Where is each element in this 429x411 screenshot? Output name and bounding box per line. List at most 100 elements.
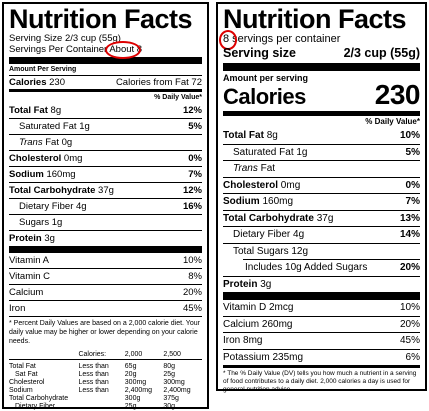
- left-nutrient-dv: 16%: [182, 201, 202, 212]
- right-nutrient-divider: [223, 275, 420, 277]
- right-nutrient-dv: 20%: [399, 262, 420, 273]
- right-nutrient-row: Dietary Fiber 4g 14%: [223, 227, 420, 243]
- left-vitamin-label: Calcium: [9, 287, 44, 298]
- right-nutrient-dv: 0%: [405, 179, 420, 191]
- left-footnote: * Percent Daily Values are based on a 2,…: [9, 320, 200, 345]
- right-vitamin-label: Iron: [223, 335, 241, 346]
- right-vitamin-dv: 45%: [399, 335, 420, 346]
- left-nutrient-divider: [9, 150, 202, 151]
- left-vitamin-row: Iron 45%: [9, 301, 202, 316]
- right-nutrient-row: Cholesterol 0mg 0%: [223, 178, 420, 194]
- right-servings-per-container: 8 servings per container: [219, 30, 420, 50]
- left-title: Nutrition Facts: [9, 4, 193, 34]
- right-vitamin-row: Potassium 235mg 6%: [223, 350, 420, 366]
- right-nutrient-name: Includes 10g Added Sugars: [245, 260, 367, 276]
- right-nutrient-name: Dietary Fiber 4g: [233, 227, 304, 243]
- right-nutrient-name: Protein 3g: [223, 277, 271, 293]
- left-nutrient-amount: Fat 0g: [45, 137, 73, 148]
- left-divider: [9, 75, 202, 76]
- left-dv-reference-cell: Total Fat: [9, 363, 36, 370]
- left-dv-reference-separator: [9, 359, 202, 363]
- left-dv-reference-cell: 2,400mg: [163, 387, 191, 394]
- left-about-highlight-circle: [105, 41, 142, 59]
- right-nutrient-amount: 4g: [293, 229, 305, 240]
- right-nutrient-divider: [223, 160, 420, 161]
- right-vitamin-divider: [223, 315, 420, 317]
- left-dv-reference-cell: 65g: [124, 363, 137, 370]
- left-divider-thick-2: [9, 246, 202, 253]
- left-nutrient-row: Total Carbohydrate 37g 12%: [9, 183, 202, 198]
- right-vitamins-list: Vitamin D 2mcg 10% Calcium 260mg 20% Iron 8m…: [223, 300, 420, 365]
- left-label-content: Nutrition Facts Serving Size 2/3 cup (55…: [9, 4, 202, 410]
- left-dv-reference-cell: Sodium: [9, 387, 33, 394]
- left-nutrient-label: Protein: [9, 233, 42, 244]
- right-nutrient-amount: 160mg: [262, 196, 294, 207]
- right-serving-size-label: Serving size: [223, 46, 296, 60]
- left-nutrient-name: Saturated Fat 1g: [19, 119, 90, 134]
- left-nutrient-dv: 12%: [182, 105, 202, 116]
- right-nutrient-row: Total Sugars 12g: [223, 244, 420, 260]
- right-nutrient-label: Dietary Fiber: [233, 229, 291, 240]
- left-dv-reference-cell: 80g: [163, 363, 176, 370]
- left-vitamin-label: Vitamin C: [9, 271, 51, 282]
- left-vitamin-dv: 20%: [182, 287, 202, 298]
- left-amount-per-serving: Amount Per Serving: [9, 66, 77, 73]
- right-vitamin-dv: 6%: [405, 351, 420, 363]
- left-dv-reference-table: Calories: 2,000 2,500 Total Fat Less than 65g…: [9, 351, 202, 411]
- left-dv-reference-row: Sodium Less than 2,400mg 2,400mg: [9, 387, 202, 395]
- left-dv-header-text: % Daily Value*: [154, 94, 202, 101]
- left-dv-reference-cell: 30g: [163, 403, 176, 410]
- left-nutrients-list: Total Fat 8g 12% Saturated Fat 1g 5% Trans F…: [9, 103, 202, 246]
- right-vitamin-name: Iron 8mg: [223, 333, 262, 349]
- left-dv-reference-cell: 300mg: [124, 379, 147, 386]
- left-dv-reference-cell: [78, 403, 124, 411]
- right-nutrient-row: Protein 3g: [223, 277, 420, 293]
- left-dv-reference-rule: [9, 359, 202, 363]
- right-servings-text: servings per container: [229, 33, 341, 45]
- left-servings-about: About: [105, 41, 142, 59]
- right-servings-highlight-circle: [219, 30, 237, 50]
- right-nutrient-row: Trans Fat: [223, 161, 420, 177]
- left-nutrient-label: Total Carbohydrate: [9, 185, 96, 196]
- left-nutrient-divider: [9, 182, 202, 183]
- right-nutrient-row: Saturated Fat 1g 5%: [223, 145, 420, 161]
- left-nutrient-divider: [9, 214, 202, 215]
- left-servings-prefix: Servings Per Container: [9, 44, 110, 55]
- left-serving-size: Serving Size 2/3 cup (55g): [9, 33, 121, 44]
- right-nutrients-list: Total Fat 8g 10% Saturated Fat 1g 5% Trans F…: [223, 128, 420, 292]
- left-calories-from-fat: Calories from Fat 72: [115, 77, 202, 88]
- right-nutrient-dv: 13%: [399, 212, 420, 224]
- right-vitamin-name: Calcium 260mg: [223, 317, 292, 333]
- left-nutrient-row: Sodium 160mg 7%: [9, 167, 202, 182]
- right-footnote: * The % Daily Value (DV) tells you how m…: [223, 370, 417, 393]
- left-nutrient-amount: 0mg: [63, 153, 83, 164]
- right-nutrient-divider: [223, 193, 420, 194]
- right-nutrient-dv: 14%: [399, 229, 420, 240]
- right-serving-size-row: Serving size 2/3 cup (55g): [223, 46, 420, 61]
- left-vitamin-row: Vitamin A 10%: [9, 253, 202, 268]
- left-nutrient-name: Cholesterol 0mg: [9, 151, 82, 166]
- left-dv-reference-body: Calories: 2,000 2,500 Total Fat Less than 65g…: [9, 351, 202, 411]
- left-dv-reference-cell: Less than: [78, 379, 109, 386]
- left-dv-reference-cell: Total Carbohydrate: [9, 395, 69, 402]
- left-nutrient-divider: [9, 166, 202, 167]
- left-divider-medium: [9, 89, 202, 92]
- left-dv-reference-cell: 25g: [124, 403, 137, 410]
- left-calories-label: Calories: [9, 77, 47, 88]
- right-calories-row: Calories 230: [223, 81, 421, 109]
- left-vitamin-label: Iron: [9, 303, 26, 314]
- right-nutrient-name: Total Sugars 12g: [233, 244, 308, 260]
- left-nutrient-dv: 7%: [188, 169, 202, 180]
- left-dv-reference-cell: Cholesterol: [9, 379, 45, 386]
- right-vitamin-label: Calcium: [223, 318, 260, 330]
- left-nutrient-name: Dietary Fiber 4g: [19, 199, 87, 214]
- right-nutrient-label: Total Carbohydrate: [223, 212, 314, 224]
- left-nutrient-name: Protein 3g: [9, 231, 55, 246]
- right-vitamin-amount: 8mg: [243, 335, 263, 346]
- right-vitamin-label: Vitamin D: [223, 302, 267, 313]
- left-nutrient-dv: 0%: [188, 153, 202, 164]
- right-vitamin-amount: 2mcg: [268, 302, 294, 313]
- right-amount-per-serving: Amount per serving: [223, 73, 309, 83]
- left-servings-per-container: Servings Per Container About 8: [9, 41, 202, 59]
- right-nutrient-label: Sodium: [223, 196, 260, 207]
